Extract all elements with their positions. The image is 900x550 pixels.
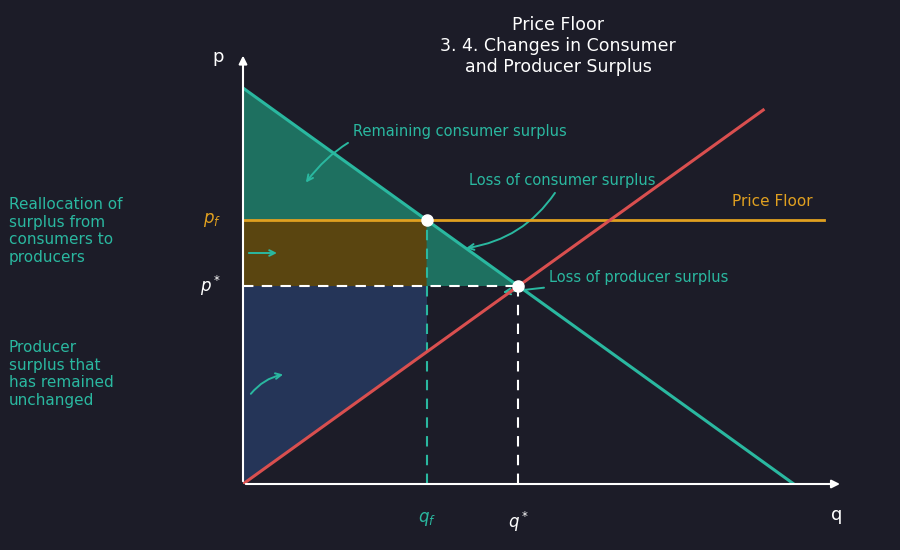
Text: $p^*$: $p^*$ — [201, 274, 221, 298]
Text: Loss of consumer surplus: Loss of consumer surplus — [468, 173, 656, 250]
Text: Price Floor: Price Floor — [732, 194, 812, 209]
Polygon shape — [243, 88, 427, 220]
Polygon shape — [427, 220, 518, 286]
Text: q: q — [831, 506, 842, 524]
Text: $q_f$: $q_f$ — [418, 510, 436, 529]
Text: p: p — [212, 48, 224, 66]
Text: Loss of producer surplus: Loss of producer surplus — [505, 270, 728, 294]
Polygon shape — [243, 220, 427, 286]
Polygon shape — [243, 286, 427, 484]
Text: $p_f$: $p_f$ — [203, 211, 221, 229]
Text: Remaining consumer surplus: Remaining consumer surplus — [307, 124, 567, 181]
Text: Reallocation of
surplus from
consumers to
producers: Reallocation of surplus from consumers t… — [9, 197, 122, 265]
Text: $q^*$: $q^*$ — [508, 510, 529, 535]
Text: Producer
surplus that
has remained
unchanged: Producer surplus that has remained uncha… — [9, 340, 113, 408]
Text: Price Floor
3. 4. Changes in Consumer
and Producer Surplus: Price Floor 3. 4. Changes in Consumer an… — [440, 16, 676, 76]
